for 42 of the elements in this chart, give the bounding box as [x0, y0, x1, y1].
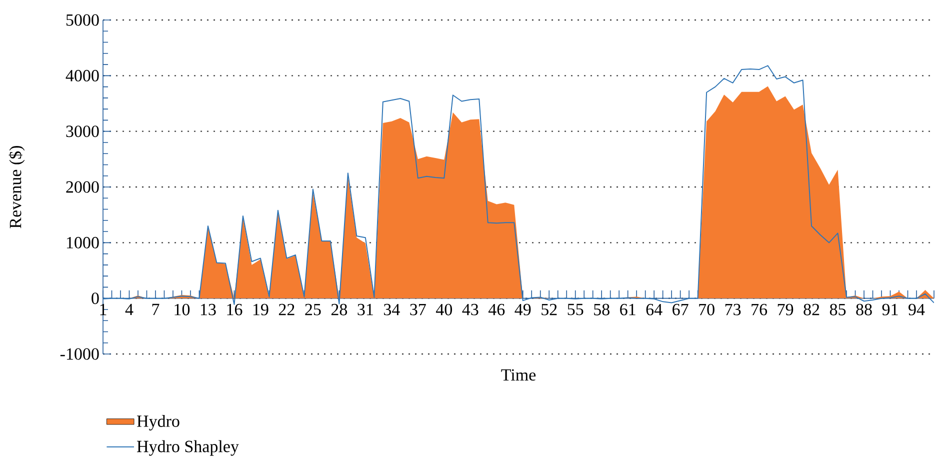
x-tick-label: 94: [908, 304, 925, 316]
x-tick-label: 67: [672, 304, 688, 316]
x-tick-label: 37: [410, 304, 426, 316]
y-axis-title: Revenue ($): [8, 146, 25, 228]
x-tick-label: 85: [830, 304, 846, 316]
x-tick-label: 31: [358, 304, 373, 316]
x-tick-label: 64: [646, 304, 662, 316]
x-tick-label: 79: [778, 304, 794, 316]
legend-label: Hydro: [137, 414, 180, 430]
y-tick-label: 1000: [66, 236, 99, 248]
x-tick-label: 13: [200, 304, 216, 316]
x-tick-label: 34: [384, 304, 400, 316]
legend-label: Hydro Shapley: [137, 440, 239, 456]
x-tick-label: 4: [125, 304, 134, 316]
x-tick-label: 55: [568, 304, 584, 316]
x-tick-label: 43: [462, 304, 478, 316]
x-tick-label: 49: [514, 304, 531, 316]
x-tick-label: 28: [331, 304, 348, 316]
x-tick-label: 76: [752, 304, 768, 316]
x-tick-label: 52: [542, 304, 557, 316]
y-tick-label: 4000: [66, 70, 99, 82]
x-tick-label: 7: [152, 304, 160, 315]
x-tick-label: 82: [804, 304, 820, 316]
x-tick-label: 25: [305, 304, 321, 316]
x-tick-label: 10: [174, 304, 190, 316]
y-tick-label: 3000: [66, 126, 99, 138]
x-tick-label: 16: [227, 304, 242, 316]
x-tick-label: 19: [253, 304, 268, 316]
x-tick-label: 40: [436, 304, 452, 316]
x-tick-label: 46: [488, 304, 505, 316]
y-tick-label: 5000: [66, 14, 99, 26]
x-tick-label: 88: [856, 304, 872, 316]
x-tick-label: 58: [594, 304, 610, 316]
x-tick-label: 22: [278, 304, 294, 316]
x-tick-label: 73: [725, 304, 741, 316]
y-tick-label: -1000: [60, 348, 99, 360]
x-axis-title: Time: [501, 369, 536, 381]
x-tick-label: 91: [882, 304, 898, 316]
x-tick-label: 70: [699, 304, 714, 316]
x-tick-label: 61: [620, 304, 636, 316]
y-tick-label: 0: [92, 292, 99, 304]
y-tick-label: 2000: [66, 181, 99, 193]
